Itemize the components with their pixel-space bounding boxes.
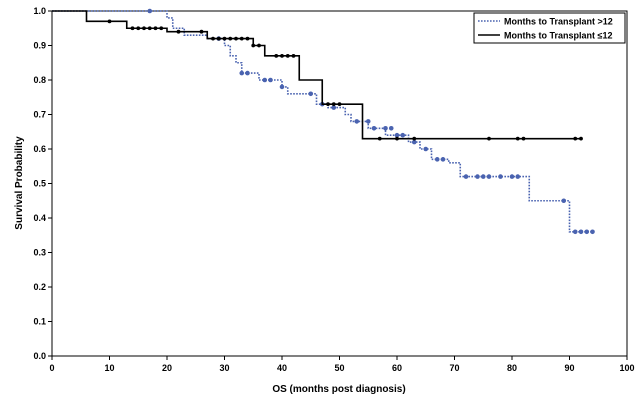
y-axis: 0.0 0.1 0.2 0.3 0.4 0.5 0.6 0.7 0.8 0.9 1.0 [33,6,52,361]
censor-mark [394,132,400,138]
censor-mark [331,105,337,110]
x-tick-label: 10 [104,363,114,373]
x-tick-label: 20 [162,363,172,373]
censor-mark [337,102,342,107]
censor-mark [354,119,360,124]
censor-mark [578,229,584,235]
censor-mark [475,174,480,179]
censor-mark [440,157,446,162]
censor-mark [245,70,250,76]
censor-mark [400,132,406,138]
censor-mark [239,36,244,41]
y-tick-label: 0.2 [33,282,46,292]
censor-mark [159,26,164,31]
censor-mark [268,77,273,83]
censor-mark [572,229,578,235]
censor-mark [423,146,429,152]
censor-mark [579,136,583,141]
censor-mark [274,53,279,58]
legend-label-series-2: Months to Transplant ≤12 [504,31,612,41]
censor-mark [326,102,330,107]
censor-mark [142,26,146,31]
y-tick-label: 0.9 [33,41,46,51]
legend: Months to Transplant >12 Months to Trans… [473,12,626,44]
censor-mark [234,36,238,41]
censor-mark [487,136,491,141]
censor-mark [590,229,595,235]
x-tick-label: 80 [507,363,517,373]
x-tick-label: 70 [449,363,459,373]
y-axis-title: Survival Probability [14,136,25,230]
censor-mark [262,77,268,83]
censor-mark [434,157,440,162]
censor-mark [222,36,227,41]
censor-mark [395,136,399,141]
y-tick-label: 0.0 [33,351,46,361]
x-tick-label: 50 [334,363,344,373]
y-tick-label: 0.6 [33,144,46,154]
censor-mark [521,136,526,141]
censor-mark [308,91,314,97]
censor-mark [480,174,486,179]
censor-mark [498,174,503,179]
legend-label-series-1: Months to Transplant >12 [504,17,613,27]
censor-mark [561,198,567,204]
censor-mark [147,26,152,31]
censor-mark [280,53,284,58]
y-tick-label: 0.4 [33,213,46,223]
censor-mark [257,43,261,48]
censor-mark [573,136,578,141]
censor-mark [136,26,141,31]
censor-mark [365,119,371,124]
y-tick-label: 0.3 [33,248,46,258]
x-tick-label: 90 [564,363,574,373]
legend-box [473,12,626,44]
censor-mark [216,36,221,41]
x-tick-label: 60 [392,363,402,373]
series-2 [52,10,583,141]
censor-mark [411,139,417,145]
survival-curve-series-1 [52,10,593,233]
censor-mark [279,84,285,90]
censor-mark [486,174,492,179]
x-axis-title: OS (months post diagnosis) [272,384,405,395]
y-tick-label: 0.5 [33,179,46,189]
x-tick-label: 0 [49,363,54,373]
censor-mark [147,8,153,14]
censor-mark [245,36,250,41]
x-tick-label: 30 [219,363,229,373]
censor-mark [228,36,233,41]
censor-mark [211,36,215,41]
x-axis: 0 10 20 30 40 50 60 70 80 90 100 [49,356,635,373]
x-tick-label: 100 [619,363,634,373]
censor-mark [176,29,181,34]
y-tick-label: 1.0 [33,6,46,16]
censor-mark [383,126,388,131]
censor-mark [331,102,336,107]
censor-mark [388,126,394,131]
censor-mark [371,126,377,131]
series-layer [52,8,595,235]
censor-mark [107,19,112,24]
censor-mark [199,29,204,34]
y-tick-label: 0.1 [33,317,46,327]
censor-mark [251,43,256,48]
censor-mark [153,26,158,31]
censor-mark [509,174,515,179]
censor-mark [291,53,296,58]
censor-mark [584,229,590,235]
y-tick-label: 0.8 [33,75,46,85]
censor-mark [377,136,382,141]
censor-mark [463,174,469,179]
censor-mark [239,70,245,76]
censor-mark [515,174,521,179]
censor-mark [130,26,135,31]
x-tick-label: 40 [277,363,287,373]
censor-mark [412,136,417,141]
plot-frame [51,10,628,357]
censor-mark [515,136,520,141]
y-tick-label: 0.7 [33,110,46,120]
censor-mark [285,53,290,58]
